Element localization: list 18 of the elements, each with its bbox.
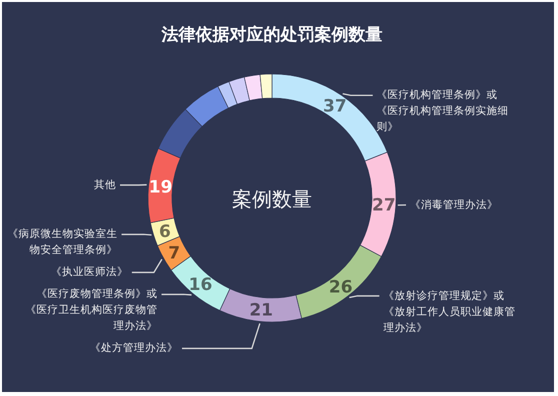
slice-label: 《处方管理办法》: [89, 341, 178, 356]
data-label: 21: [249, 300, 274, 320]
data-label: 16: [188, 275, 212, 296]
slice-label: 其他: [93, 178, 116, 194]
data-label: 37: [323, 96, 347, 116]
data-label: 7: [168, 243, 180, 264]
data-label: 26: [328, 277, 353, 298]
slice-label: 《消毒管理办法》: [410, 198, 499, 213]
text: 案例数量: [232, 187, 312, 211]
slice-label: 《病原微生物实验室生物安全管理条例》: [6, 227, 118, 258]
data-label: 27: [372, 195, 396, 216]
slice-label: 《放射诊疗管理规定》或《放射工作人员职业健康管理办法》: [383, 288, 516, 336]
data-label: 19: [148, 177, 172, 198]
slice-label: 《执业医师法》: [50, 265, 128, 280]
slice-label: 《医疗废物管理条例》或《医疗卫生机构医疗废物管理办法》: [24, 287, 158, 334]
chart-title: 法律依据对应的处罚案例数量: [160, 24, 382, 45]
slice-label: 《医疗机构管理条例》或《医疗机构管理条例实施细则》: [376, 88, 510, 136]
data-label: 6: [159, 222, 171, 242]
